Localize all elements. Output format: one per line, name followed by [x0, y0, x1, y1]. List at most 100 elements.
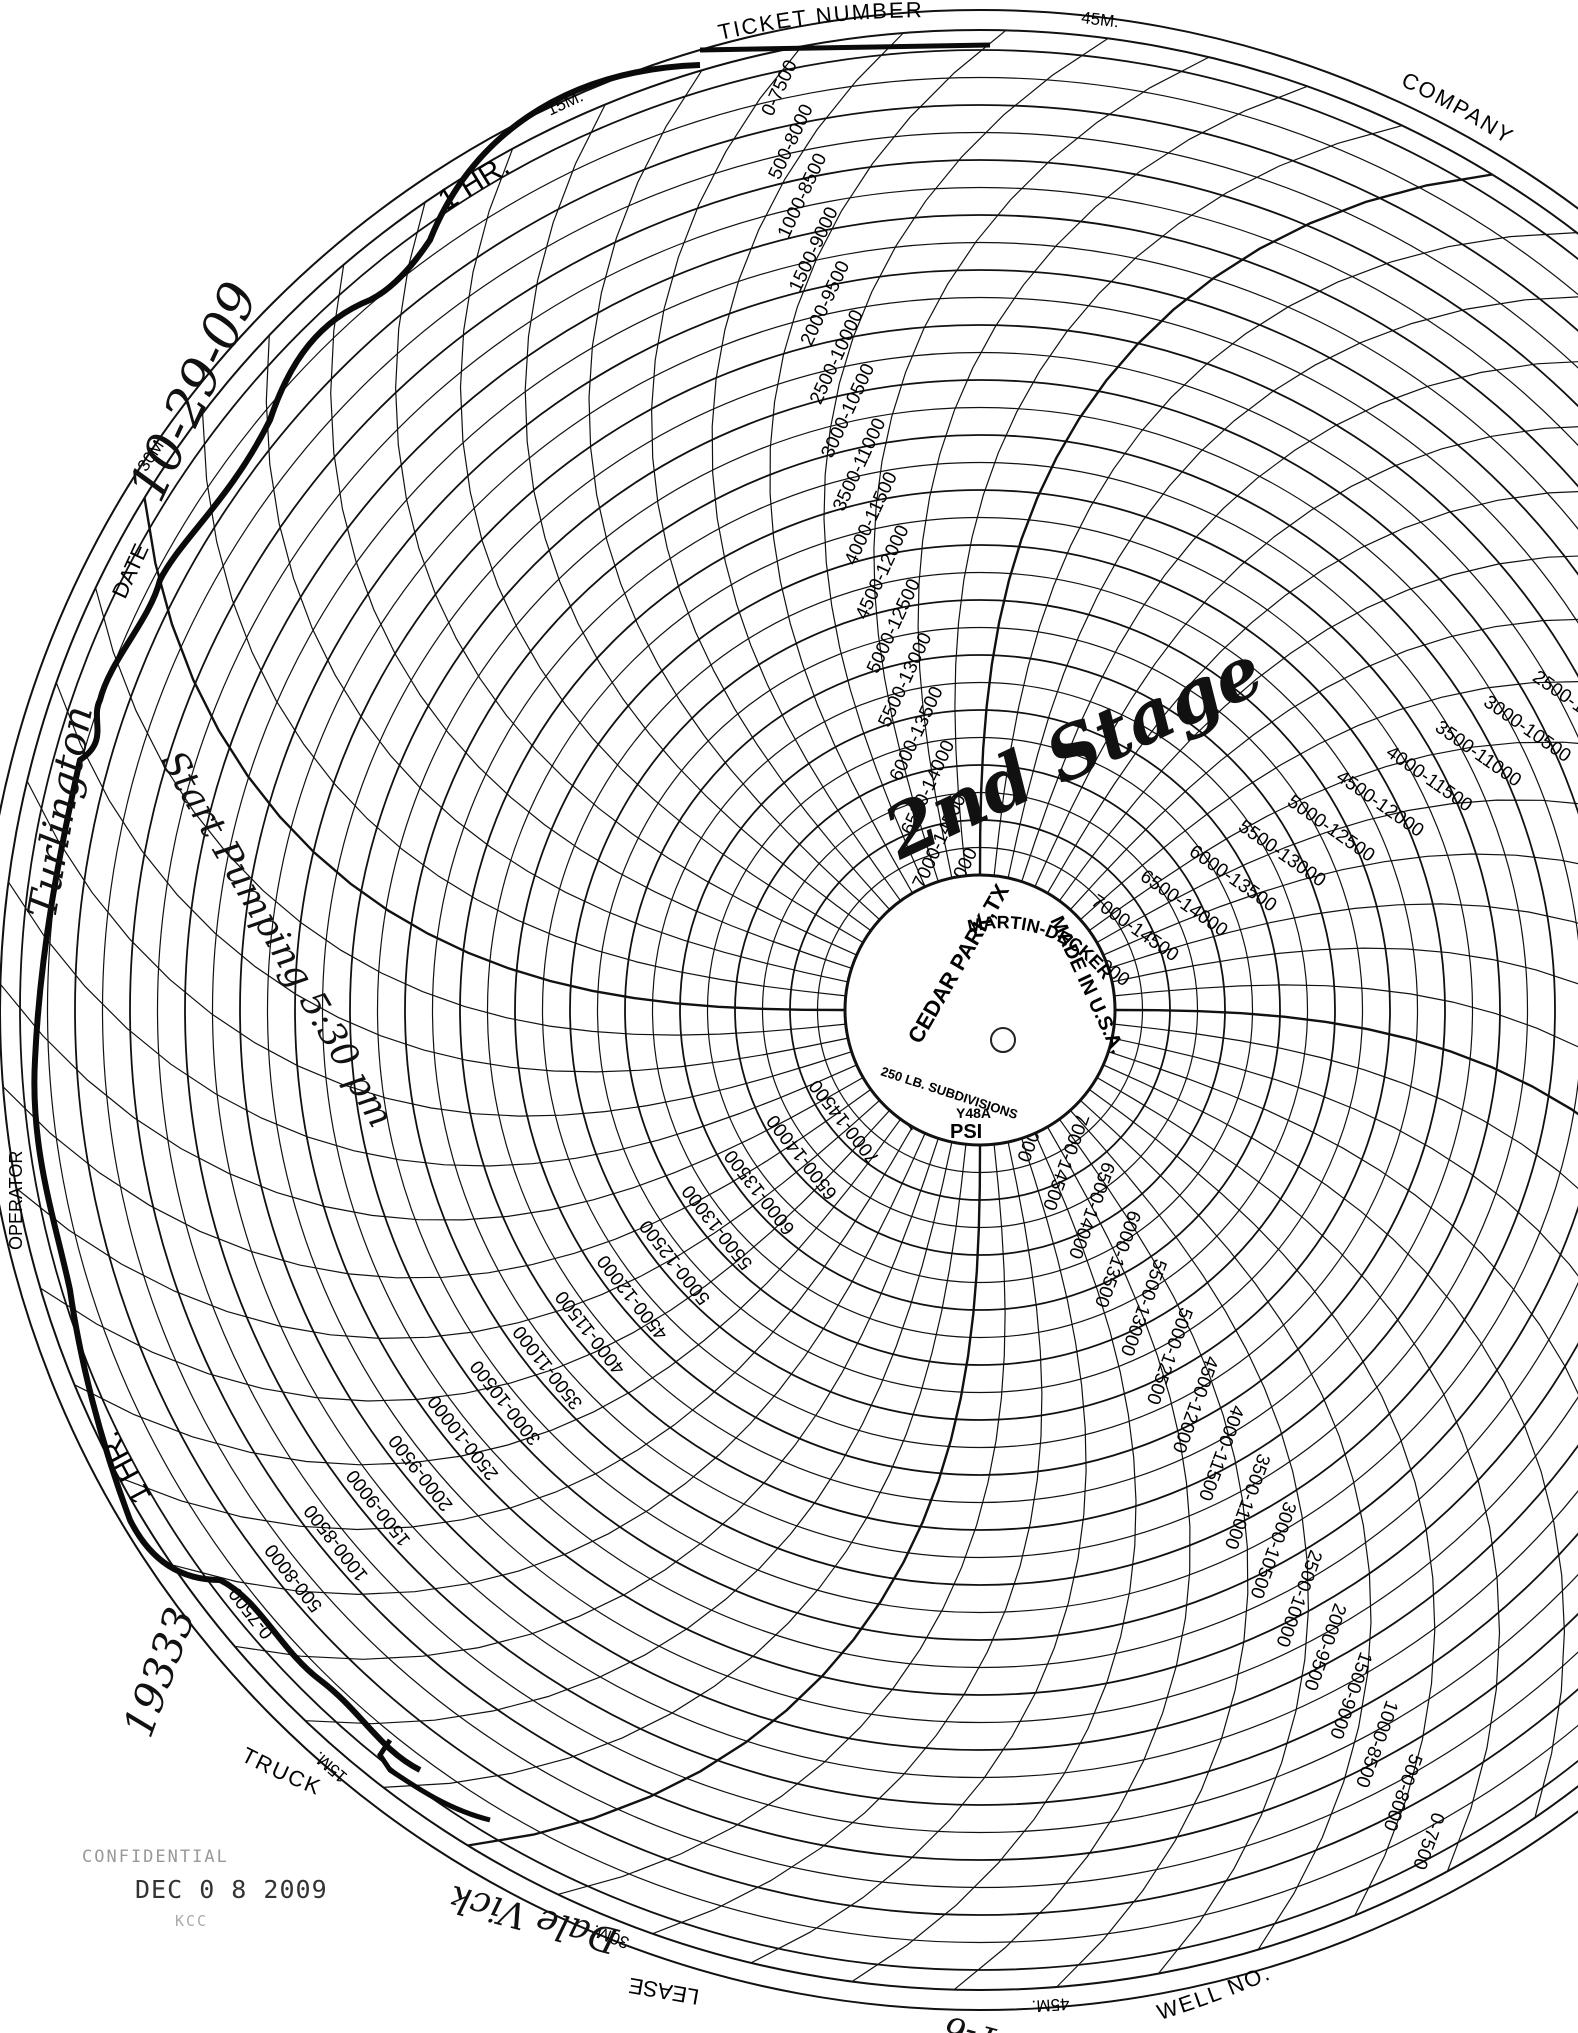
- outer-ring: [0, 9, 1578, 2011]
- time-arc: [750, 1138, 1087, 1964]
- time-arc: [652, 1141, 1043, 1935]
- time-arc: [1108, 903, 1578, 969]
- time-arc: [1103, 853, 1578, 956]
- time-arc: [1069, 618, 1578, 911]
- time-arc: [234, 1138, 939, 1660]
- time-arc: [1111, 947, 1578, 985]
- time-arc: [16, 1099, 881, 1340]
- pressure-ring: [679, 709, 1281, 1311]
- scale-label: 1500-9000: [343, 1465, 415, 1550]
- model-label: Y48A: [956, 1105, 991, 1121]
- pressure-trace-line: [31, 62, 701, 1773]
- time-arc: [1069, 1109, 1310, 1974]
- received-stamp-date: DEC 0 8 2009: [135, 1875, 328, 1904]
- scale-label: 500-8000: [1379, 1751, 1426, 1834]
- company-label: COMPANY: [1398, 67, 1519, 149]
- pressure-ring: [651, 681, 1309, 1339]
- handwritten-annotation: Start Pumping 5:30 pm: [152, 744, 401, 1134]
- time-arc: [7, 881, 857, 1167]
- pressure-ring: [294, 324, 1578, 1696]
- pressure-ring: [184, 214, 1578, 1806]
- time-arc: [459, 148, 864, 944]
- scale-label: 2000-9500: [385, 1430, 457, 1515]
- time-arc: [953, 1126, 1191, 1991]
- chart-hub: MARTIN-DECKER CEDAR PARK,TX MADE IN U.S.…: [843, 873, 1128, 1147]
- time-arc: [1096, 799, 1578, 944]
- pressure-ring: [74, 104, 1578, 1916]
- handwritten-stage-note: 2nd Stage: [870, 627, 1275, 876]
- scale-label: 1000-8500: [1351, 1698, 1402, 1791]
- time-arc: [1088, 741, 1578, 932]
- scale-label: 0-7500: [1408, 1809, 1448, 1872]
- scale-label: 2000-9500: [1299, 1601, 1350, 1694]
- pressure-trace-top: [699, 42, 991, 53]
- time-arc: [330, 264, 852, 969]
- time-arc: [2, 1086, 872, 1279]
- time-arc: [26, 780, 852, 1117]
- time-arc: [0, 983, 864, 1221]
- received-stamp-header: CONFIDENTIAL: [82, 1847, 229, 1867]
- time-arc: [305, 1141, 953, 1725]
- pressure-ring: [404, 434, 1556, 1586]
- time-arc: [954, 125, 1403, 876]
- pressure-ring: [734, 764, 1226, 1256]
- ticket-number-label: TICKET NUMBER: [716, 0, 924, 45]
- time-arc: [1088, 1088, 1436, 1916]
- time-arc: [1034, 426, 1578, 887]
- pressure-trace-tail: [376, 1738, 491, 1823]
- time-arc: [95, 587, 846, 1036]
- time-arc: [1056, 1118, 1249, 1988]
- time-arc: [118, 1126, 914, 1531]
- received-stamp-footer: KCC: [175, 1912, 209, 1930]
- pressure-ring: [19, 49, 1578, 1971]
- time-arc: [1079, 681, 1578, 921]
- time-arc: [1111, 1037, 1578, 1277]
- pressure-ring: [486, 516, 1474, 1504]
- scale-label: 1000-8500: [300, 1500, 372, 1585]
- time-arc: [39, 1109, 891, 1402]
- pressure-ring: [377, 407, 1578, 1613]
- pressure-ring: [569, 599, 1391, 1421]
- time-arc: [467, 1144, 982, 1847]
- pressure-ring: [102, 132, 1578, 1888]
- time-arc: [993, 232, 1577, 876]
- time-arc: [711, 32, 904, 902]
- time-arc: [1096, 1076, 1501, 1872]
- time-arc: [55, 682, 849, 1073]
- pressure-ring: [431, 461, 1529, 1559]
- time-label: 45M.: [1080, 8, 1120, 31]
- handwritten-well: 1-6: [939, 2007, 1002, 2033]
- time-arc: [1058, 555, 1578, 902]
- time-arc: [1079, 1099, 1372, 1951]
- pressure-ring: [349, 379, 1578, 1641]
- time-arc: [1108, 1051, 1578, 1395]
- time-arc: [557, 1144, 1006, 1895]
- time-arc: [917, 85, 1308, 879]
- time-arc: [1021, 361, 1578, 882]
- handwritten-date: 10-29-09: [117, 273, 270, 510]
- handwritten-truck-number: 19333: [113, 1601, 205, 1743]
- time-arc: [1114, 1023, 1578, 1190]
- pressure-ring: [514, 544, 1446, 1476]
- scale-label: 500-8000: [261, 1540, 327, 1616]
- time-arc: [978, 173, 1493, 876]
- operator-label: OPERATOR: [6, 1151, 26, 1250]
- time-arc: [74, 1118, 902, 1466]
- pressure-ring: [706, 736, 1254, 1284]
- time-arc: [851, 1133, 1137, 1983]
- time-arc: [1046, 491, 1578, 894]
- time-label: 45M.: [1031, 1994, 1070, 2016]
- time-arc: [1114, 1008, 1578, 1116]
- lease-label: LEASE: [627, 1973, 701, 2010]
- pressure-ring: [157, 187, 1578, 1833]
- time-arc: [1103, 1064, 1566, 1818]
- pressure-ring: [541, 571, 1419, 1449]
- pressure-ring: [322, 352, 1578, 1668]
- pressure-ring: [47, 77, 1578, 1943]
- time-arc: [588, 69, 881, 921]
- scale-label: 1500-9000: [1325, 1649, 1376, 1742]
- time-arc: [524, 104, 872, 932]
- outer-ring: [0, 29, 1578, 1991]
- pressure-ring: [267, 297, 1578, 1723]
- pressure-ring: [459, 489, 1501, 1531]
